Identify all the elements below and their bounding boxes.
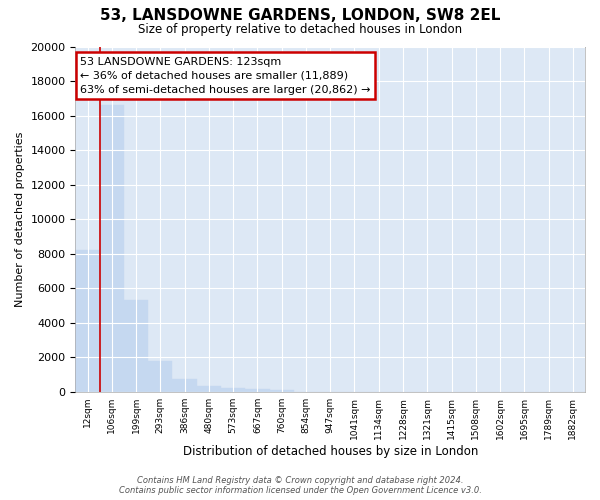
Text: 53, LANSDOWNE GARDENS, LONDON, SW8 2EL: 53, LANSDOWNE GARDENS, LONDON, SW8 2EL (100, 8, 500, 22)
Bar (100, 105, 124, 392)
Bar (124, 300, 148, 392)
Bar (197, 386, 221, 392)
Text: Contains HM Land Registry data © Crown copyright and database right 2024.
Contai: Contains HM Land Registry data © Crown c… (119, 476, 481, 495)
Y-axis label: Number of detached properties: Number of detached properties (15, 132, 25, 307)
Bar (172, 379, 197, 392)
Bar (76, 250, 100, 392)
Bar (245, 390, 269, 392)
Text: Size of property relative to detached houses in London: Size of property relative to detached ho… (138, 22, 462, 36)
Bar (269, 390, 294, 392)
Bar (148, 361, 172, 392)
X-axis label: Distribution of detached houses by size in London: Distribution of detached houses by size … (182, 444, 478, 458)
Bar (221, 388, 245, 392)
Text: 53 LANSDOWNE GARDENS: 123sqm
← 36% of detached houses are smaller (11,889)
63% o: 53 LANSDOWNE GARDENS: 123sqm ← 36% of de… (80, 57, 371, 95)
